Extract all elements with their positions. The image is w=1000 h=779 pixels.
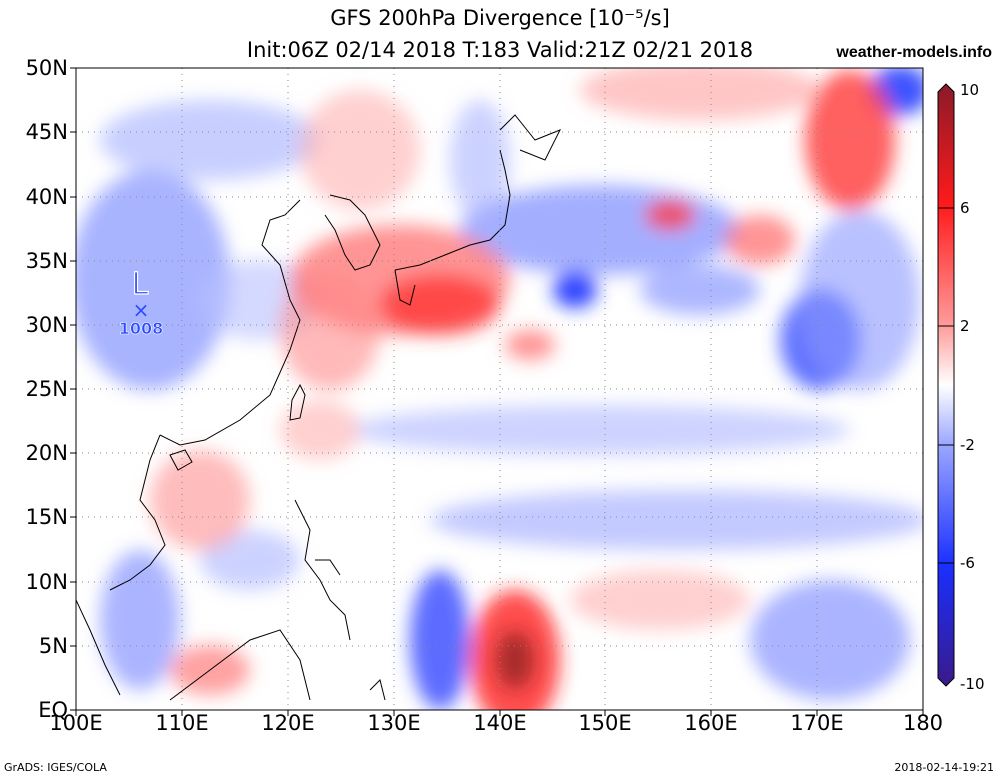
colorbar <box>937 83 955 687</box>
colorbar-label: 6 <box>960 199 970 217</box>
divergence-field <box>76 68 923 710</box>
x-tick-label: 170E <box>790 711 844 735</box>
x-tick-label: 180 <box>902 711 944 735</box>
y-tick-label: 15N <box>25 505 68 529</box>
low-pressure-value: 1008 <box>119 319 164 338</box>
x-tick-label: 150E <box>578 711 632 735</box>
colorbar-label: -6 <box>960 554 975 572</box>
y-tick-label: 40N <box>25 185 68 209</box>
x-tick-label: 120E <box>261 711 315 735</box>
low-pressure-marker: × <box>133 298 150 322</box>
y-tick-label: 35N <box>25 249 68 273</box>
coastlines <box>76 114 562 701</box>
footer-software: GrADS: IGES/COLA <box>4 761 107 774</box>
axis-ticks <box>70 67 924 716</box>
low-pressure-center: L × 1008 <box>118 266 164 338</box>
low-pressure-symbol: L <box>132 267 149 302</box>
chart-title: GFS 200hPa Divergence [10⁻⁵/s] <box>330 6 670 30</box>
x-tick-label: 110E <box>155 711 209 735</box>
footer-timestamp: 2018-02-14-19:21 <box>894 761 994 774</box>
y-tick-label: 5N <box>38 634 68 658</box>
x-tick-label: 140E <box>473 711 527 735</box>
y-tick-label: EQ <box>38 698 68 722</box>
x-tick-label: 130E <box>367 711 421 735</box>
chart-subtitle: Init:06Z 02/14 2018 T:183 Valid:21Z 02/2… <box>246 38 754 62</box>
y-tick-label: 25N <box>25 377 68 401</box>
y-tick-label: 10N <box>25 570 68 594</box>
colorbar-label: 10 <box>960 81 980 99</box>
x-tick-label: 160E <box>684 711 738 735</box>
y-tick-label: 30N <box>25 313 68 337</box>
colorbar-label: -2 <box>960 436 975 454</box>
y-tick-label: 45N <box>25 120 68 144</box>
colorbar-label: 2 <box>960 317 970 335</box>
site-credit: weather-models.info <box>836 44 992 61</box>
x-tick-label: 100E <box>49 711 103 735</box>
y-tick-label: 50N <box>25 56 68 80</box>
y-tick-label: 20N <box>25 441 68 465</box>
colorbar-label: -10 <box>960 675 985 693</box>
